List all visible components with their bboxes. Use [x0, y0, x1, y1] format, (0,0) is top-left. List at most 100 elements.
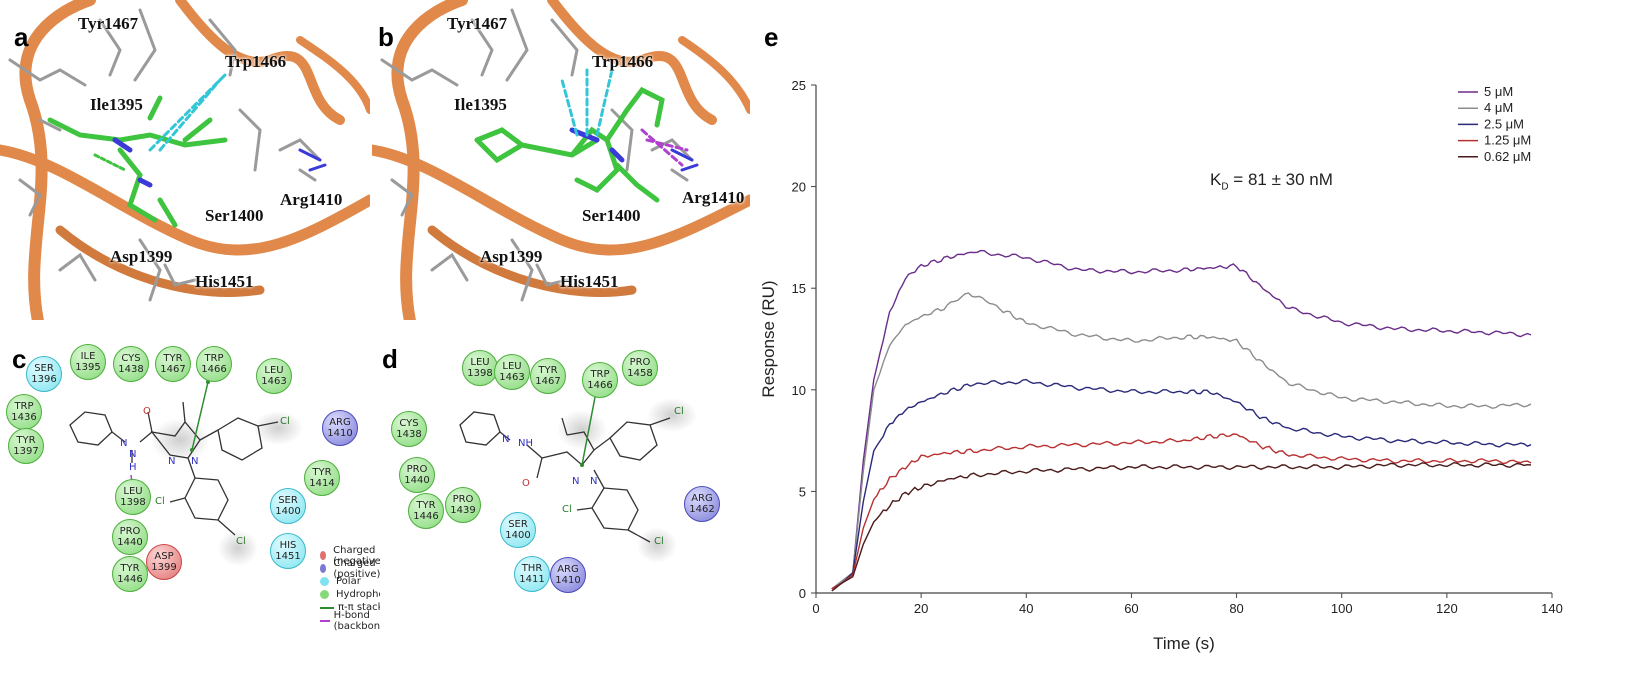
residue-label-ser1400: Ser1400: [205, 206, 264, 225]
y-tick-label: 0: [799, 586, 806, 601]
residue-bubble-asp1399: ASP 1399: [146, 544, 182, 580]
series-line-2.5M: [831, 378, 1532, 590]
residue-bubble-trp1466: TRP 1466: [196, 346, 232, 382]
series-line-0.62M: [831, 461, 1532, 592]
legend-label: 4 μM: [1484, 100, 1513, 115]
residue-bubble-tyr1446: TYR 1446: [408, 493, 444, 529]
residue-bubble-tyr1397: TYR 1397: [8, 428, 44, 464]
panel-c-interaction-diagram: c O N: [0, 330, 380, 690]
panel-label-e: e: [764, 22, 779, 52]
residue-label-ile1395: Ile1395: [90, 95, 143, 114]
x-tick-label: 60: [1124, 601, 1138, 616]
ligand-atom-cl1: Cl: [674, 406, 684, 417]
x-tick-label: 100: [1331, 601, 1353, 616]
residue-label-ile1395: Ile1395: [454, 95, 507, 114]
residue-bubble-cys1438: CYS 1438: [391, 411, 427, 447]
ligand-atom-n4: N: [191, 456, 199, 467]
panel-a-docking-view: a Tyr1467 Trp1466 Ile1395 Arg1410 Ser140…: [0, 0, 370, 320]
x-tick-label: 80: [1229, 601, 1243, 616]
panel-d-interaction-diagram: d N NH O N N Cl Cl Cl LEU 1398 LEU 1463 TY…: [382, 330, 752, 690]
residue-label-his1451: His1451: [560, 272, 619, 291]
residue-bubble-his1451: HIS 1451: [270, 533, 306, 569]
residue-label-arg1410: Arg1410: [682, 188, 745, 207]
residue-bubble-leu1463: LEU 1463: [494, 354, 530, 390]
panel-label-d: d: [382, 344, 398, 374]
panel-b-structure-render: [372, 0, 750, 320]
x-tick-label: 140: [1541, 601, 1563, 616]
legend-item-pi-pi-stacking: π-π stacking: [320, 601, 380, 614]
residue-label-arg1410: Arg1410: [280, 190, 343, 209]
residue-bubble-ser1396: SER 1396: [26, 356, 62, 392]
legend-label: 2.5 μM: [1484, 116, 1524, 131]
residue-bubble-tyr1467: TYR 1467: [155, 346, 191, 382]
kd-annotation-main: K: [1210, 170, 1222, 189]
panel-label-c: c: [12, 344, 27, 374]
residue-bubble-pro1440: PRO 1440: [399, 457, 435, 493]
y-tick-label: 25: [792, 78, 806, 93]
legend-item-charged-negative: Charged (negative): [320, 545, 380, 567]
residue-bubble-leu1398: LEU 1398: [462, 350, 498, 386]
kd-annotation: KD = 81 ± 30 nM: [1210, 170, 1333, 192]
ligand-atom-n1: N: [120, 438, 128, 449]
ligand-atom-n1: N: [502, 434, 510, 445]
x-tick-label: 20: [914, 601, 928, 616]
panel-label-b: b: [378, 22, 394, 52]
ligand-atom-o: O: [522, 478, 530, 489]
ligand-atom-cl1: Cl: [280, 416, 290, 427]
x-tick-label: 40: [1019, 601, 1033, 616]
legend-item-polar: Polar: [320, 575, 380, 588]
y-tick-label: 10: [792, 383, 806, 398]
residue-bubble-tyr1414: TYR 1414: [304, 460, 340, 496]
residue-label-asp1399: Asp1399: [480, 247, 543, 266]
x-tick-label: 120: [1436, 601, 1458, 616]
legend-item-h-bond: H-bond (backbone): [320, 610, 380, 632]
residue-label-tyr1467: Tyr1467: [447, 14, 508, 33]
residue-bubble-arg1410: ARG 1410: [550, 557, 586, 593]
ligand-atom-cl3: Cl: [654, 536, 664, 547]
residue-bubble-tyr1446: TYR 1446: [112, 556, 148, 592]
residue-bubble-leu1398: LEU 1398: [115, 479, 151, 515]
x-tick-label: 0: [812, 601, 819, 616]
panel-d-ligand-structure: [459, 390, 697, 563]
legend-dot: [320, 590, 329, 599]
residue-bubble-trp1466: TRP 1466: [582, 362, 618, 398]
residue-bubble-pro1440: PRO 1440: [112, 519, 148, 555]
legend-item-charged-positive: Charged (positive): [320, 558, 380, 580]
residue-bubble-leu1463: LEU 1463: [256, 358, 292, 394]
kd-annotation-rest: = 81 ± 30 nM: [1228, 170, 1333, 189]
y-axis-title: Response (RU): [759, 280, 778, 397]
legend-dot: [320, 551, 327, 560]
panel-label-a: a: [14, 22, 29, 52]
panel-c-ligand-structure: [69, 380, 303, 566]
y-tick-label: 20: [792, 180, 806, 195]
ligand-atom-cl2: Cl: [155, 496, 165, 507]
residue-bubble-arg1462: ARG 1462: [684, 486, 720, 522]
panel-b-docking-view: b Tyr1467 Trp1466 Ile1395 Arg1410 Ser140…: [372, 0, 750, 320]
residue-label-tyr1467: Tyr1467: [78, 14, 139, 33]
ligand-atom-n3: N: [168, 456, 176, 467]
ligand-atom-n4: N: [590, 476, 598, 487]
x-axis-title: Time (s): [1153, 634, 1215, 653]
residue-bubble-pro1439: PRO 1439: [445, 487, 481, 523]
ligand-atom-nh: NH: [518, 438, 533, 449]
residue-bubble-cys1438: CYS 1438: [113, 346, 149, 382]
legend-label: 0.62 μM: [1484, 149, 1531, 164]
legend-dot: [320, 564, 327, 573]
legend-line: [320, 606, 334, 609]
legend-label: 5 μM: [1484, 84, 1513, 99]
residue-label-asp1399: Asp1399: [110, 247, 173, 266]
residue-bubble-ser1400: SER 1400: [270, 488, 306, 524]
residue-label-ser1400: Ser1400: [582, 206, 641, 225]
legend-line: [320, 619, 330, 622]
series-line-1.25M: [831, 433, 1532, 590]
spr-sensorgram: 0 20 40 60 80 100 120 140 0 5 10 15 20 25 Time (s) Resp…: [759, 78, 1563, 653]
ligand-atom-cl3: Cl: [236, 536, 246, 547]
ligand-atom-n2: N: [129, 449, 137, 460]
residue-label-trp1466: Trp1466: [592, 52, 654, 71]
residue-bubble-pro1458: PRO 1458: [622, 350, 658, 386]
ligand-atom-h: H: [129, 462, 137, 473]
residue-label-trp1466: Trp1466: [225, 52, 287, 71]
residue-bubble-ile1395: ILE 1395: [70, 344, 106, 380]
y-tick-label: 15: [792, 281, 806, 296]
ligand-atom-o: O: [143, 406, 151, 417]
